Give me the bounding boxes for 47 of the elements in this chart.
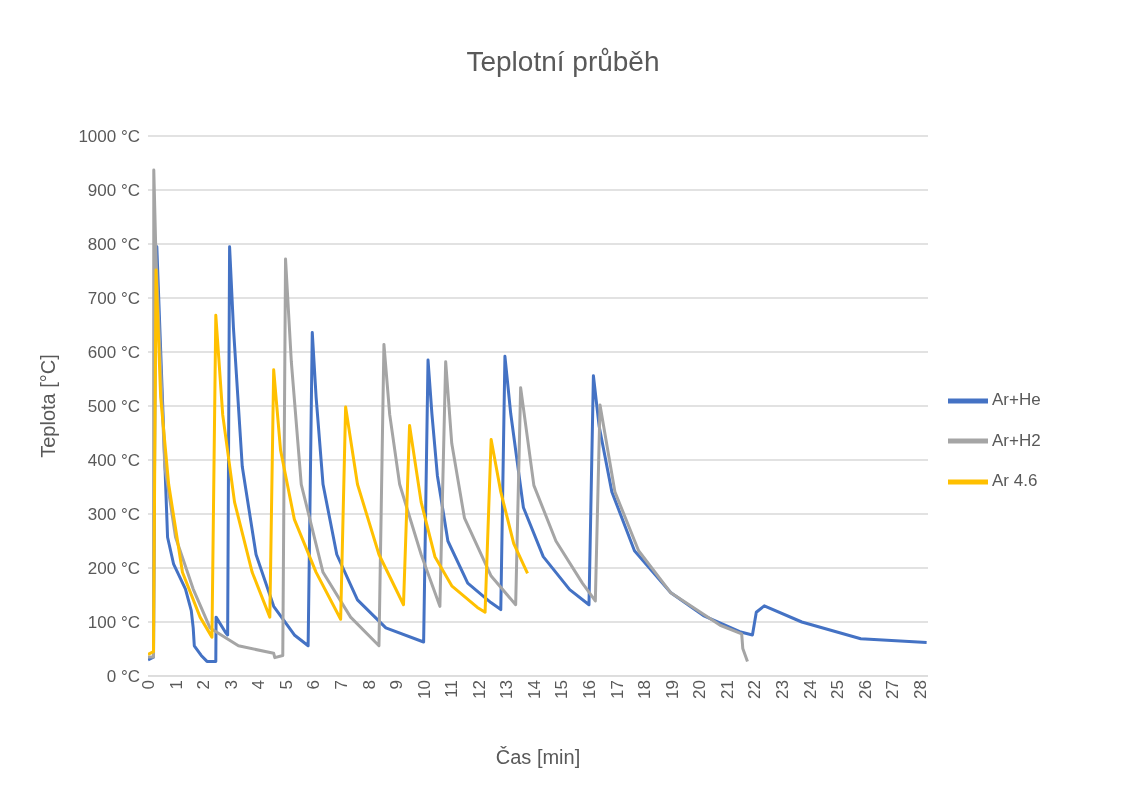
line-series	[148, 268, 530, 656]
x-tick-label: 8	[359, 680, 379, 690]
legend-label: Ar+He	[992, 390, 1041, 410]
y-tick-label: 200 °C	[87, 559, 140, 579]
x-tick-label: 9	[387, 680, 407, 690]
x-tick-label: 1	[166, 680, 186, 690]
x-tick-label: 24	[800, 680, 820, 699]
x-tick-label: 14	[524, 680, 544, 699]
y-tick-label: 500 °C	[87, 397, 140, 417]
x-tick-label: 15	[552, 680, 572, 699]
y-tick-label: 900 °C	[87, 181, 140, 201]
y-tick-label: 100 °C	[87, 613, 140, 633]
x-tick-label: 2	[194, 680, 214, 690]
y-tick-label: 300 °C	[87, 505, 140, 525]
x-tick-label: 18	[635, 680, 655, 699]
x-tick-label: 17	[607, 680, 627, 699]
x-tick-label: 23	[772, 680, 792, 699]
y-tick-label: 1000 °C	[78, 127, 140, 147]
y-tick-label: 600 °C	[87, 343, 140, 363]
legend-label: Ar 4.6	[992, 471, 1038, 491]
x-tick-label: 28	[910, 680, 930, 699]
x-tick-label: 25	[828, 680, 848, 699]
x-tick-label: 11	[442, 680, 462, 698]
y-axis-title: Teplota [°C]	[37, 354, 60, 458]
x-tick-label: 22	[745, 680, 765, 699]
x-tick-label: 21	[717, 680, 737, 699]
x-tick-label: 20	[690, 680, 710, 699]
x-tick-label: 13	[497, 680, 517, 699]
legend-label: Ar+H2	[992, 430, 1041, 450]
x-axis-title: Čas [min]	[495, 746, 581, 768]
x-tick-label: 10	[414, 680, 434, 699]
chart-title: Teplotní průběh	[465, 45, 661, 79]
y-tick-label: 400 °C	[87, 451, 140, 471]
x-tick-label: 3	[221, 680, 241, 690]
x-tick-label: 26	[855, 680, 875, 699]
x-tick-label: 7	[332, 680, 351, 690]
x-tick-label: 4	[249, 680, 269, 690]
x-tick-label: 12	[469, 680, 489, 699]
x-tick-label: 0	[139, 680, 159, 690]
x-tick-label: 6	[304, 680, 324, 690]
x-tick-label: 16	[580, 680, 600, 699]
y-tick-label: 700 °C	[87, 289, 140, 309]
y-tick-label: 0 °C	[106, 667, 140, 687]
x-tick-label: 5	[276, 680, 296, 690]
x-tick-label: 27	[883, 680, 903, 699]
x-tick-label: 19	[662, 680, 682, 699]
y-tick-label: 800 °C	[87, 235, 140, 255]
